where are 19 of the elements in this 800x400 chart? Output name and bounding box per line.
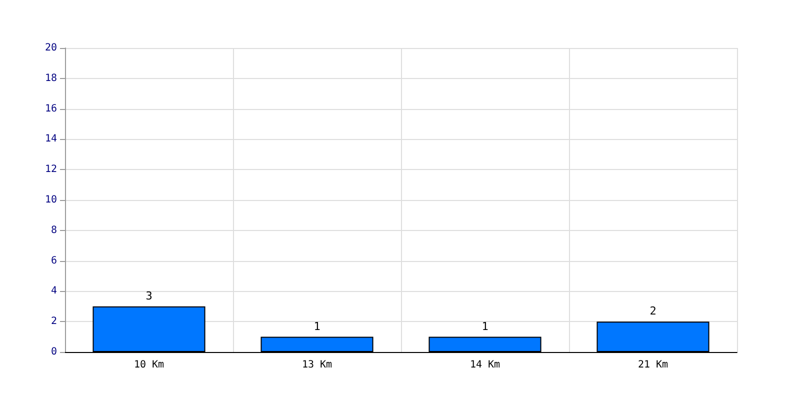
x-tick-label: 10 Km	[134, 360, 164, 370]
data-label: 1	[314, 320, 320, 333]
y-tick-label: 10	[44, 194, 57, 206]
y-tick-label: 2	[50, 316, 57, 328]
y-tick-label: 14	[44, 134, 57, 145]
x-tick-label: 13 Km	[302, 360, 332, 370]
y-tick-label: 8	[50, 224, 57, 236]
x-tick-label: 14 Km	[470, 360, 500, 370]
y-tick-label: 20	[44, 42, 57, 54]
data-label: 1	[482, 320, 488, 333]
x-tick-label: 21 Km	[638, 360, 668, 370]
y-tick-label: 12	[44, 164, 57, 176]
y-tick-label: 18	[44, 72, 57, 84]
y-tick-label: 4	[50, 286, 57, 297]
y-tick-label: 16	[44, 103, 57, 114]
y-tick-label: 0	[50, 346, 57, 358]
data-label: 3	[146, 289, 152, 302]
data-label: 2	[650, 304, 656, 318]
y-tick-label: 6	[50, 255, 57, 266]
